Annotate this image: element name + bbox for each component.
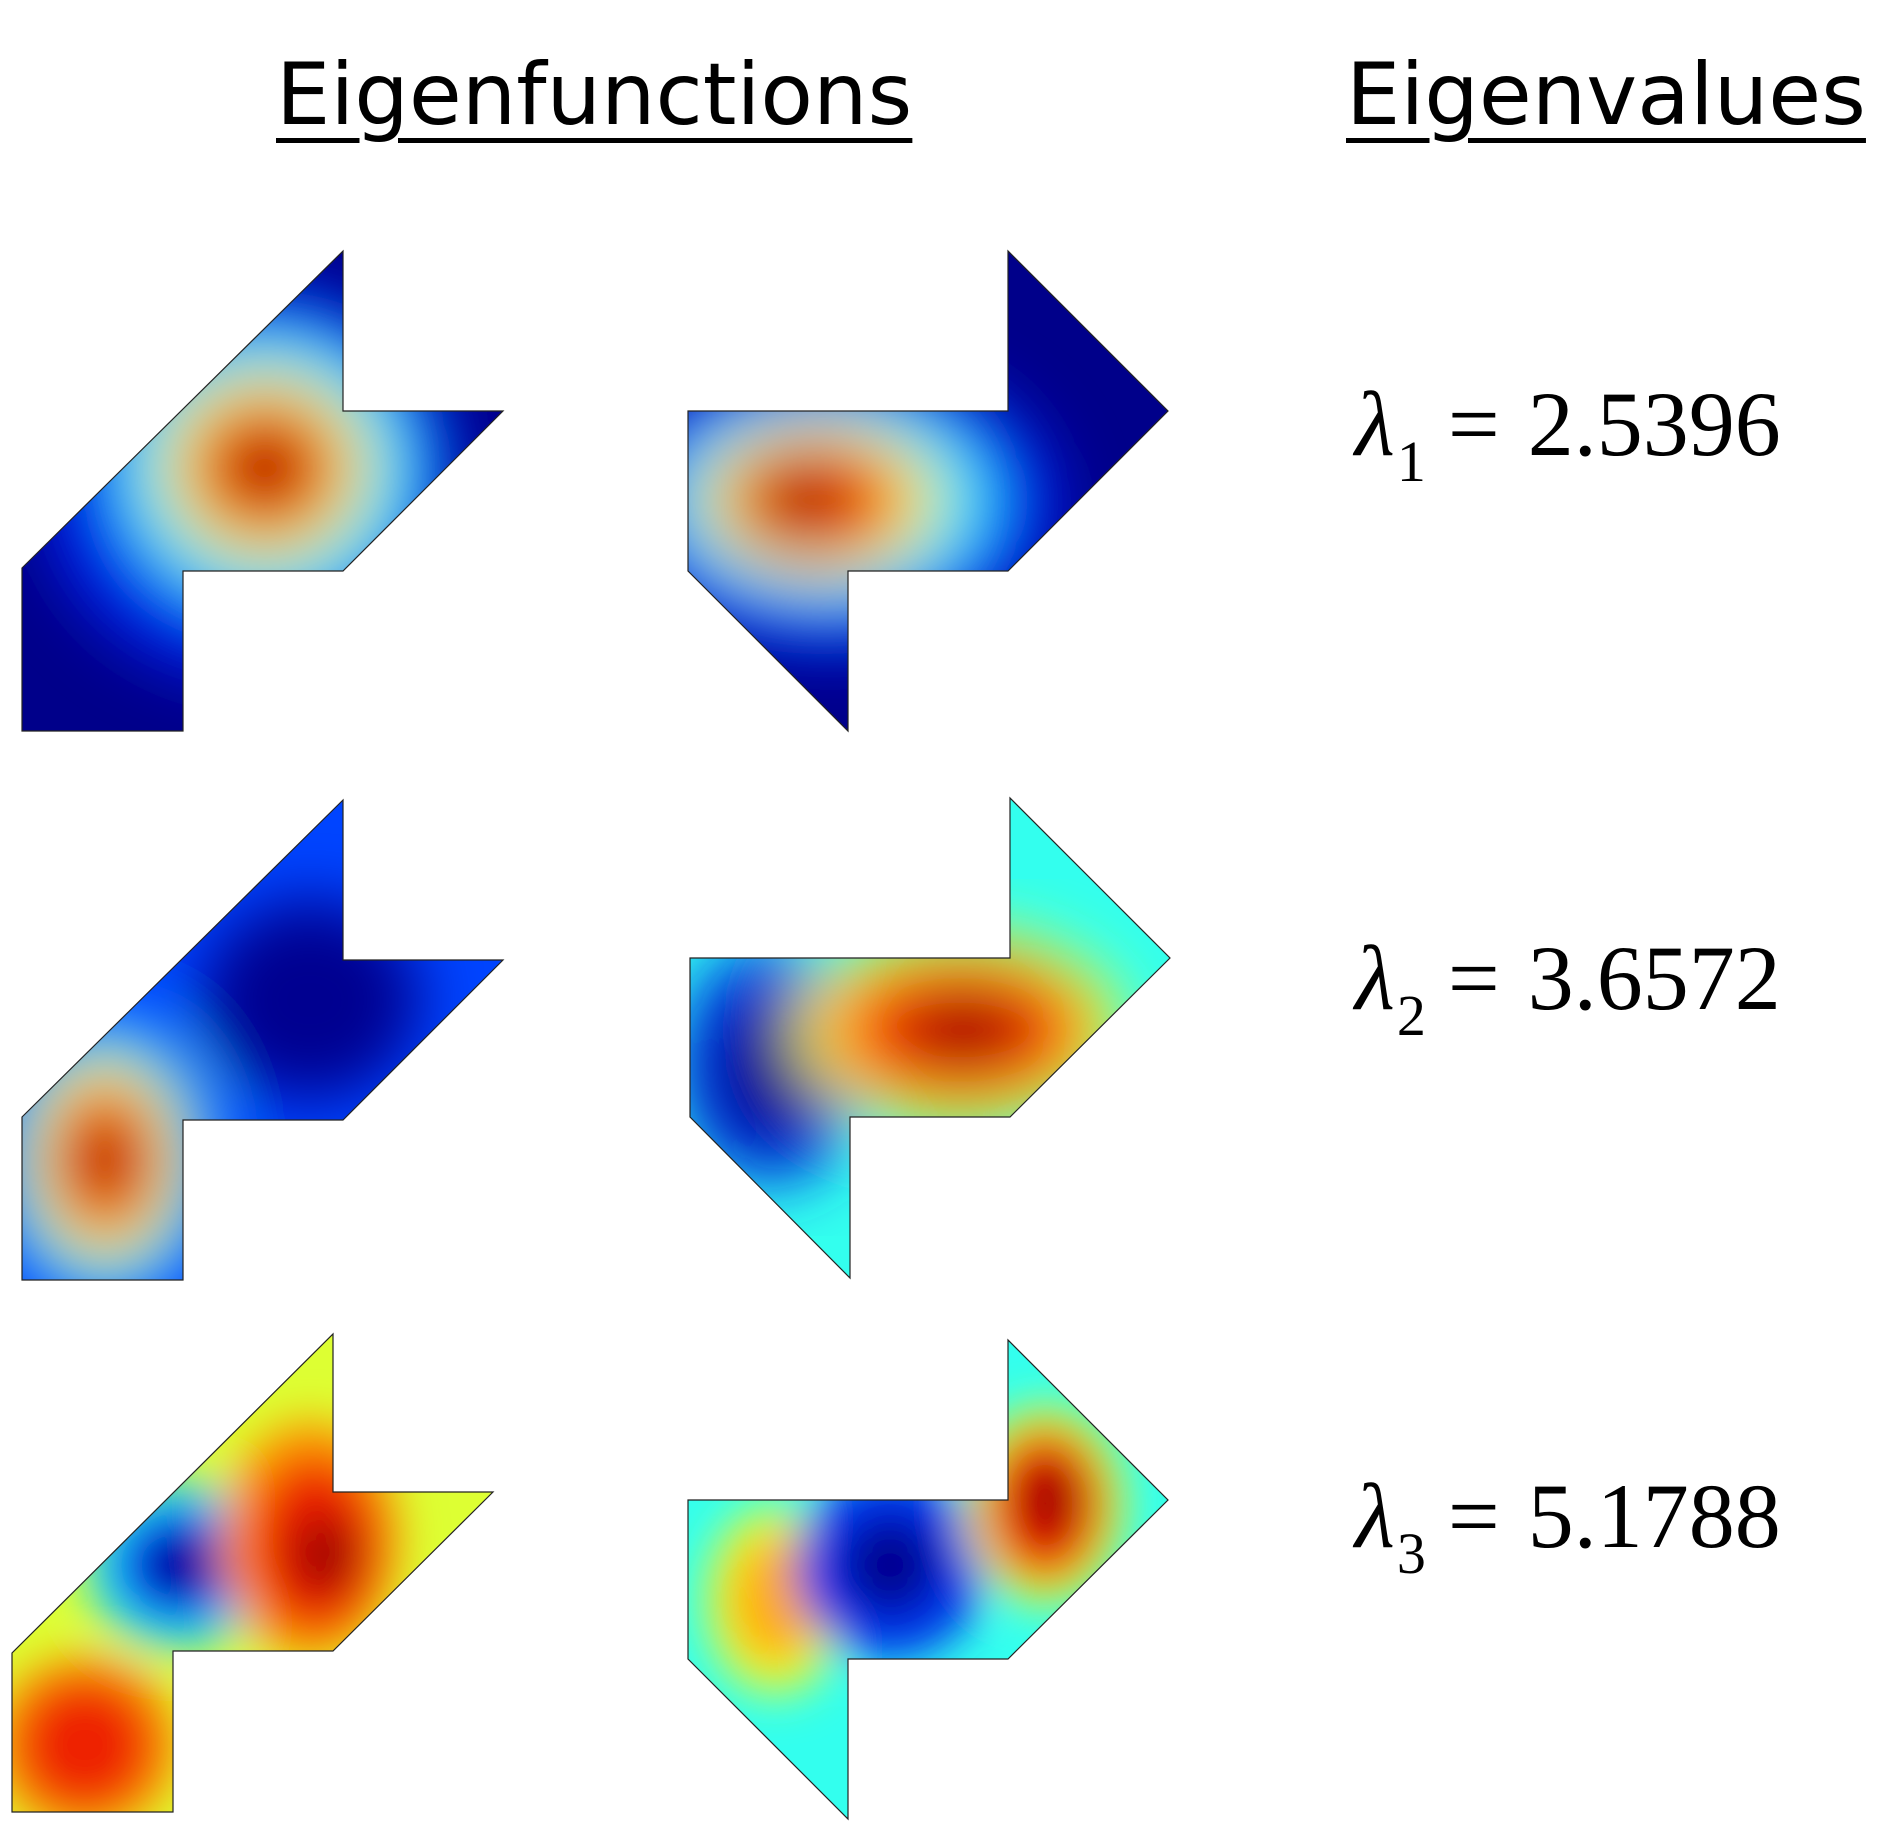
- eigenvalues-heading: Eigenvalues: [1346, 45, 1866, 145]
- eigenvalue-value: 5.1788: [1527, 1465, 1781, 1567]
- eigenfunctions-heading: Eigenfunctions: [276, 45, 913, 145]
- eigenfunction-2b: [689, 796, 1171, 1280]
- eigenvalue-value: 3.6572: [1527, 927, 1781, 1029]
- eigenfunction-1b: [687, 249, 1169, 733]
- eigenfunction-2a: [21, 798, 505, 1281]
- equals-sign: =: [1447, 373, 1500, 475]
- lambda-index: 3: [1396, 1521, 1426, 1586]
- lambda-index: 1: [1396, 429, 1426, 494]
- eigenfunction-3a: [11, 1332, 495, 1813]
- eigenvalue-2: λ2 = 3.6572: [1355, 932, 1781, 1045]
- lambda-symbol: λ: [1355, 373, 1395, 475]
- equals-sign: =: [1447, 1465, 1500, 1567]
- lambda-index: 2: [1396, 983, 1426, 1048]
- eigenfunction-3b: [687, 1338, 1169, 1821]
- eigenvalue-3: λ3 = 5.1788: [1355, 1470, 1781, 1583]
- lambda-symbol: λ: [1355, 1465, 1395, 1567]
- eigenfunction-1a: [21, 249, 505, 732]
- lambda-symbol: λ: [1355, 927, 1395, 1029]
- equals-sign: =: [1447, 927, 1500, 1029]
- eigenvalue-value: 2.5396: [1527, 373, 1781, 475]
- eigenvalue-1: λ1 = 2.5396: [1355, 378, 1781, 491]
